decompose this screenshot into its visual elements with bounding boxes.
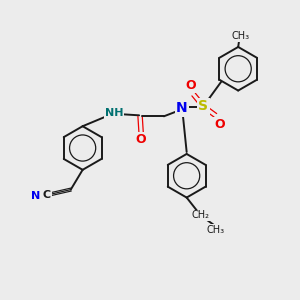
Text: CH₂: CH₂ (191, 210, 209, 220)
Text: O: O (214, 118, 225, 131)
Text: C: C (43, 190, 51, 200)
Text: S: S (199, 99, 208, 113)
Text: N: N (32, 190, 41, 201)
Text: CH₃: CH₃ (231, 31, 249, 41)
Text: O: O (136, 133, 146, 146)
Text: N: N (176, 101, 188, 116)
Text: NH: NH (105, 108, 124, 118)
Text: O: O (185, 79, 196, 92)
Text: CH₃: CH₃ (206, 225, 224, 235)
